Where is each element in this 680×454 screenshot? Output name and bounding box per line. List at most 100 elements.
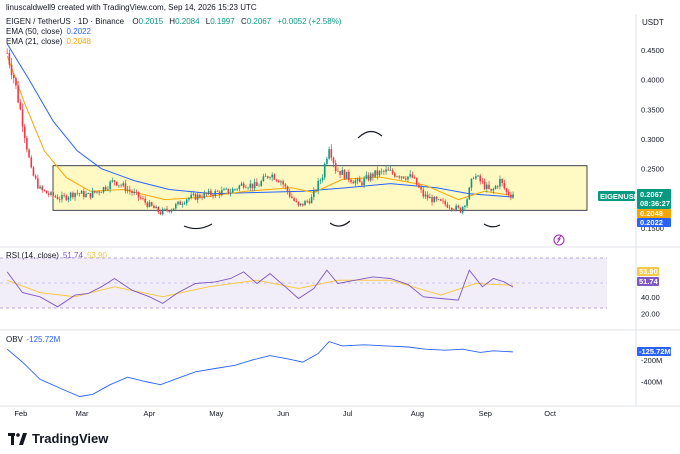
candle-body	[398, 176, 400, 178]
price-tick-label: 0.3000	[641, 135, 664, 144]
candle-body	[32, 167, 35, 176]
candle-body	[74, 192, 76, 198]
svg-text:EIGENUSDT: EIGENUSDT	[600, 192, 644, 201]
candle-body	[175, 204, 177, 209]
candle-body	[120, 185, 122, 186]
candle-body	[231, 189, 234, 193]
candle-body	[396, 176, 398, 177]
candle-body	[275, 179, 278, 181]
symbol-name: EIGEN / TetherUS · 1D · Binance	[6, 17, 125, 26]
candle-body	[431, 196, 433, 203]
candle-body	[470, 178, 473, 188]
candle-body	[293, 198, 295, 201]
candle-body	[391, 170, 394, 174]
candle-body	[109, 181, 111, 189]
candle-body	[383, 170, 385, 172]
candle-body	[475, 176, 477, 179]
candle-body	[339, 171, 341, 175]
candle-body	[262, 176, 265, 182]
candle-body	[407, 176, 409, 180]
candle-body	[477, 175, 479, 177]
candle-body	[172, 208, 175, 210]
candle-body	[93, 191, 96, 193]
candle-body	[418, 184, 420, 188]
candle-body	[326, 158, 328, 164]
rsi-ma-line	[7, 279, 514, 298]
candle-body	[494, 185, 497, 189]
candle-body	[50, 192, 52, 195]
candle-body	[196, 194, 199, 200]
svg-text:08:36:27: 08:36:27	[640, 199, 670, 208]
candle-body	[350, 179, 352, 182]
alert-icon[interactable]	[553, 234, 565, 246]
time-tick-label: Sep	[479, 409, 492, 418]
candle-body	[282, 181, 284, 185]
candle-body	[356, 178, 359, 181]
candle-body	[512, 194, 514, 198]
candle-body	[61, 195, 63, 200]
candle-body	[10, 64, 13, 75]
candle-body	[415, 177, 418, 185]
candle-body	[459, 207, 462, 213]
candle-body	[34, 175, 37, 179]
candle-body	[146, 202, 149, 207]
svg-text:51.74: 51.74	[639, 277, 659, 286]
candle-body	[321, 177, 324, 181]
candle-body	[444, 201, 446, 205]
high-value: 0.2084	[175, 17, 200, 26]
rsi-tick-label: 40.00	[641, 293, 660, 302]
candle-body	[153, 205, 155, 209]
annotation-arc-aug-low[interactable]	[483, 223, 501, 228]
candle-body	[442, 200, 444, 202]
ema50-legend: EMA (50, close) 0.2022	[6, 27, 91, 36]
price-badge: 0.2067 08:36:27	[637, 189, 671, 209]
tradingview-brand[interactable]: TradingView	[8, 431, 108, 446]
candle-body	[142, 198, 144, 200]
candle-body	[131, 191, 133, 194]
candle-body	[91, 191, 94, 198]
candle-body	[183, 203, 186, 204]
candle-body	[361, 182, 363, 186]
candle-body	[466, 199, 468, 206]
annotation-arc-jun-high[interactable]	[357, 130, 383, 139]
rsi-legend: RSI (14, close) 51.74 53.90	[6, 251, 108, 260]
annotation-arc-apr-low[interactable]	[183, 223, 213, 230]
candle-body	[238, 185, 241, 189]
candle-body	[345, 171, 348, 179]
rsi-badge: 51.74	[637, 277, 659, 286]
candle-body	[260, 181, 263, 186]
candle-body	[288, 191, 291, 197]
candle-body	[330, 149, 333, 158]
annotation-arc-jun-low[interactable]	[329, 220, 351, 227]
candle-body	[96, 191, 98, 193]
candle-body	[58, 199, 61, 200]
candle-body	[490, 188, 492, 191]
candle-body	[144, 198, 146, 203]
candle-body	[376, 170, 379, 176]
time-tick-label: Mar	[76, 409, 89, 418]
obv-legend: OBV -125.72M	[6, 335, 61, 344]
candle-body	[424, 194, 427, 197]
range-box[interactable]	[52, 165, 588, 211]
svg-text:-125.72M: -125.72M	[639, 347, 671, 356]
candle-body	[256, 182, 258, 186]
candle-body	[499, 178, 501, 187]
candle-body	[210, 190, 212, 195]
ema21-legend: EMA (21, close) 0.2048	[6, 37, 91, 46]
close-value: 0.2067	[247, 17, 272, 26]
svg-text:0.2048: 0.2048	[640, 209, 663, 218]
candle-body	[479, 175, 482, 182]
candle-body	[372, 173, 374, 177]
candle-body	[155, 206, 157, 209]
candle-body	[188, 198, 190, 200]
candle-body	[229, 192, 232, 194]
candle-body	[118, 185, 120, 186]
candle-body	[299, 203, 302, 206]
candle-body	[435, 197, 438, 200]
obv-line	[6, 341, 514, 397]
price-tick-label: 0.2500	[641, 165, 664, 174]
candle-body	[297, 201, 300, 206]
candle-body	[343, 169, 346, 179]
candle-body	[102, 187, 105, 193]
candle-body	[78, 193, 81, 194]
